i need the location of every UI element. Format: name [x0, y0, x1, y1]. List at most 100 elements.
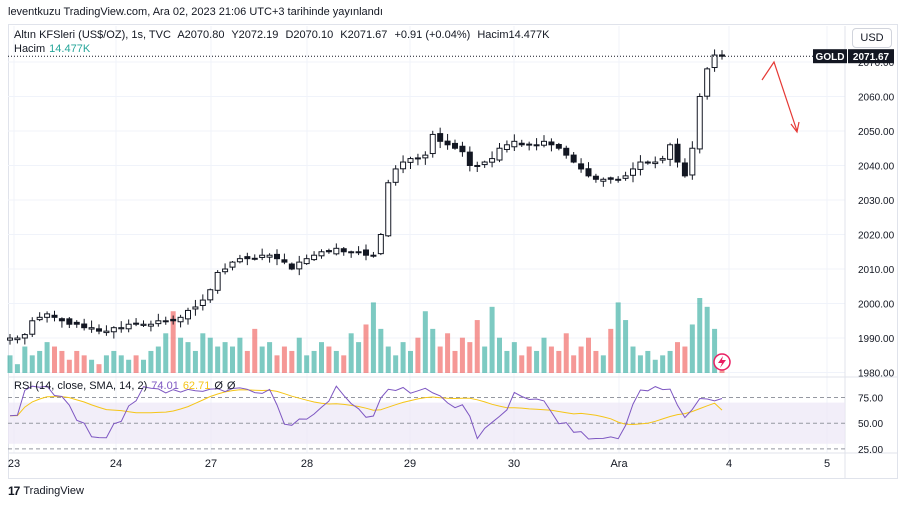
candle-body: [318, 251, 325, 257]
candle-body: [251, 257, 258, 260]
candle-body: [459, 145, 466, 153]
rsi-extra-value: Ø: [214, 380, 223, 392]
volume-bar: [393, 355, 399, 373]
candle-body: [222, 268, 229, 273]
candle-body: [555, 144, 562, 149]
volume-bar: [497, 337, 502, 373]
candle-body: [266, 254, 273, 258]
volume-bar: [645, 350, 651, 373]
volume-bar: [682, 346, 688, 373]
rsi-sma-value: 62.71: [182, 380, 211, 392]
volume-bar: [452, 350, 458, 373]
volume-bar: [430, 328, 436, 373]
brand-label[interactable]: TradingView: [23, 485, 84, 497]
volume-bar: [459, 337, 465, 373]
change-value: +0.91 (+0.04%): [394, 29, 471, 41]
volume-bar: [504, 350, 510, 373]
volume-bar: [563, 333, 569, 373]
candle-body: [667, 144, 674, 160]
volume-bar: [437, 346, 443, 373]
time-tick-label: Ara: [610, 458, 628, 470]
candle-body: [607, 177, 614, 180]
candle-body: [652, 161, 659, 165]
candle-body: [140, 323, 147, 326]
volume-bar: [578, 346, 584, 373]
candle-body: [385, 182, 392, 237]
candle-body: [518, 142, 525, 146]
rsi-value: 74.01: [151, 380, 179, 392]
volume-bar: [178, 337, 184, 373]
currency-button[interactable]: USD: [852, 28, 892, 48]
volume-bar: [148, 350, 154, 373]
volume-bar: [155, 346, 161, 373]
candle-body: [711, 54, 718, 69]
volume-bar: [311, 350, 317, 373]
candle-body: [466, 151, 473, 166]
price-tick-label: 2010.00: [858, 265, 895, 276]
candle-body: [296, 261, 303, 270]
volume-bar: [519, 355, 525, 373]
low-value: D2070.10: [285, 29, 334, 41]
candle-body: [481, 161, 488, 166]
candle-body: [503, 144, 510, 150]
volume-bar: [608, 328, 614, 373]
volume-bar: [600, 355, 606, 373]
candle-body: [73, 321, 80, 325]
rsi-extra-value-2: Ø: [226, 380, 236, 392]
candle-body: [177, 316, 184, 323]
volume-bar: [482, 346, 488, 373]
volume-bar: [652, 359, 658, 373]
candle-body: [422, 154, 429, 159]
candle-body: [696, 95, 703, 150]
volume-bar: [215, 346, 221, 373]
volume-bar: [96, 364, 102, 373]
volume-bar: [363, 324, 369, 373]
volume-bar: [89, 359, 95, 373]
volume-bar: [118, 355, 124, 373]
volume-bar: [244, 350, 250, 373]
volume-bar: [474, 320, 480, 373]
rsi-tick-label: 25.00: [858, 445, 883, 456]
candle-body: [429, 133, 436, 155]
close-value: K2071.67: [340, 29, 388, 41]
volume-bar: [548, 346, 554, 373]
candle-body: [585, 168, 592, 177]
candle-body: [155, 320, 162, 325]
rsi-line: [9, 385, 723, 440]
candle-body: [14, 337, 21, 341]
candle-body: [437, 133, 444, 142]
volume-bar: [103, 355, 109, 373]
price-tick-label: 2000.00: [858, 300, 895, 311]
volume-bar: [141, 359, 146, 373]
volume-bar: [489, 306, 495, 373]
volume-bar: [370, 302, 376, 373]
drawing-arrow-line: [761, 60, 798, 132]
candle-body: [644, 161, 651, 164]
volume-bar: [267, 342, 273, 373]
candle-body: [370, 254, 377, 257]
volume-bar: [356, 342, 362, 373]
candle-body: [303, 258, 310, 265]
price-tick-label: 2060.00: [858, 92, 895, 103]
rsi-sma-line: [9, 389, 723, 426]
volume-bar: [259, 346, 265, 373]
time-tick-label: 23: [8, 458, 20, 470]
candle-body: [199, 299, 206, 306]
candle-body: [21, 334, 28, 339]
candle-body: [452, 142, 458, 149]
price-tick-label: 2040.00: [858, 161, 895, 172]
volume-bar: [230, 346, 235, 373]
candle-body: [66, 318, 73, 325]
volume-bar: [296, 337, 302, 373]
candle-body: [400, 161, 407, 170]
volume-bar: [571, 355, 577, 373]
volume-bar: [66, 359, 72, 373]
candle-body: [88, 327, 95, 330]
candle-body: [548, 141, 555, 146]
candle-body: [36, 316, 43, 321]
candle-body: [541, 140, 547, 146]
candle-body: [630, 168, 636, 176]
time-tick-label: 24: [110, 458, 122, 470]
candle-body: [526, 143, 533, 146]
